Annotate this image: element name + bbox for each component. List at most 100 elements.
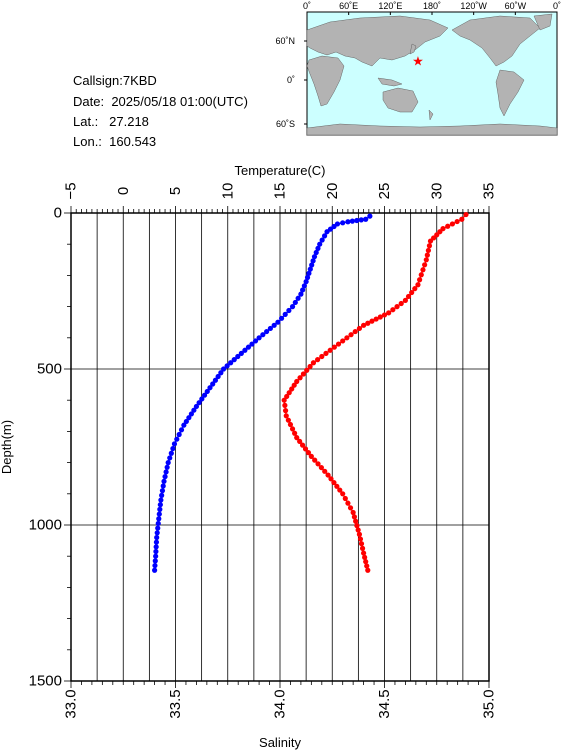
- salinity-point: [365, 320, 371, 326]
- salinity-point: [369, 318, 375, 324]
- temperature-point: [153, 539, 160, 545]
- temperature-point: [309, 262, 315, 268]
- date-label: Date:: [73, 94, 105, 109]
- salinity-point: [305, 450, 312, 456]
- temperature-point: [235, 353, 241, 360]
- temperature-point: [231, 357, 237, 363]
- temperature-point: [162, 474, 168, 480]
- salinity-point: [361, 322, 367, 328]
- temperature-point: [204, 388, 210, 395]
- temperature-point: [345, 219, 351, 225]
- salinity-point: [424, 252, 430, 258]
- salinity-point: [282, 408, 289, 414]
- lon-value: 160.543: [109, 134, 157, 149]
- temperature-point: [249, 341, 255, 347]
- temperature-point: [201, 392, 208, 398]
- temperature-point: [191, 407, 197, 413]
- lat-row: Lat.: 27.218: [73, 114, 149, 130]
- temperature-point: [298, 291, 304, 297]
- temperature-point: [358, 217, 364, 223]
- plot-frame: [70, 212, 490, 682]
- salinity-point: [390, 307, 396, 313]
- salinity-point: [394, 304, 400, 310]
- temperature-point: [215, 373, 221, 380]
- temperature-point: [256, 335, 262, 341]
- salinity-point: [283, 413, 289, 419]
- salinity-point: [297, 438, 303, 444]
- map-lat-label: 0˚: [287, 75, 295, 85]
- x-bottom-axis-title: Salinity: [259, 735, 301, 750]
- x-top-tick-label: 0: [115, 187, 132, 195]
- temperature-point: [275, 319, 281, 325]
- temperature-point: [155, 520, 161, 527]
- salinity-point: [300, 371, 307, 377]
- temperature-point: [152, 567, 158, 573]
- temperature-point: [153, 548, 159, 555]
- lat-label: Lat.:: [73, 114, 99, 129]
- temperature-point: [242, 347, 248, 353]
- temperature-point: [153, 544, 159, 550]
- salinity-point: [361, 550, 367, 556]
- x-top-tick-label: 35: [481, 183, 498, 200]
- map-lon-label: 60˚W: [505, 1, 527, 11]
- temperature-point: [188, 411, 194, 417]
- salinity-point: [353, 518, 359, 524]
- salinity-point: [426, 243, 433, 249]
- salinity-point: [319, 353, 325, 360]
- x-bottom-tick-label: 33.5: [167, 689, 184, 718]
- temperature-point: [295, 295, 301, 301]
- salinity-point: [415, 282, 421, 288]
- map-lon-label: 0˚: [303, 1, 311, 11]
- temperature-point: [367, 213, 373, 219]
- salinity-point: [425, 247, 431, 254]
- map-lon-label: 180˚: [423, 1, 441, 11]
- salinity-point: [307, 363, 313, 370]
- temperature-point: [315, 245, 321, 251]
- salinity-point: [289, 426, 296, 432]
- salinity-point: [365, 567, 371, 573]
- salinity-point: [449, 221, 456, 227]
- map-lat-label: 60˚N: [275, 36, 295, 46]
- temperature-point: [156, 516, 162, 522]
- salinity-point: [342, 495, 348, 502]
- salinity-point: [308, 453, 314, 459]
- salinity-point: [356, 531, 363, 537]
- temperature-point: [303, 279, 309, 285]
- salinity-point: [362, 554, 368, 560]
- lon-label: Lon.:: [73, 134, 102, 149]
- temperature-point: [168, 450, 174, 456]
- temperature-point: [218, 370, 224, 376]
- salinity-point: [350, 509, 356, 516]
- x-top-tick-label: 25: [376, 183, 393, 200]
- x-top-tick-label: 10: [219, 183, 236, 200]
- map-lon-label: 60˚E: [339, 1, 358, 11]
- salinity-point: [337, 487, 343, 493]
- temperature-point: [164, 464, 170, 470]
- temperature-point: [196, 400, 202, 406]
- temperature-point: [156, 511, 162, 517]
- temperature-point: [307, 266, 313, 272]
- temperature-point: [207, 385, 213, 391]
- salinity-point: [422, 262, 428, 268]
- plot-area: −5 0 5 10 15 20 25 30 35 33.0 33.5 34.0 34.5 35.0 05…: [0, 163, 498, 750]
- temperature-point: [183, 418, 189, 425]
- salinity-point: [420, 267, 426, 273]
- temperature-point: [282, 311, 288, 317]
- salinity-point: [377, 314, 383, 320]
- temperature-point: [210, 381, 216, 387]
- x-bottom-tick-label: 34.0: [272, 689, 289, 718]
- date-row: Date: 2025/05/18 01:00(UTC): [73, 94, 248, 110]
- temperature-point: [228, 360, 234, 366]
- salinity-point: [398, 300, 404, 307]
- temperature-point: [300, 287, 306, 293]
- temperature-point: [160, 483, 166, 489]
- y-tick-label: 500: [37, 361, 62, 378]
- x-top-tick-label: 20: [324, 183, 341, 200]
- temperature-point: [154, 534, 160, 541]
- temperature-point: [260, 332, 266, 338]
- salinity-point: [409, 289, 415, 296]
- y-axis-title: Depth(m): [0, 420, 14, 474]
- salinity-point: [386, 310, 392, 316]
- salinity-point: [282, 402, 288, 408]
- salinity-point: [287, 421, 294, 428]
